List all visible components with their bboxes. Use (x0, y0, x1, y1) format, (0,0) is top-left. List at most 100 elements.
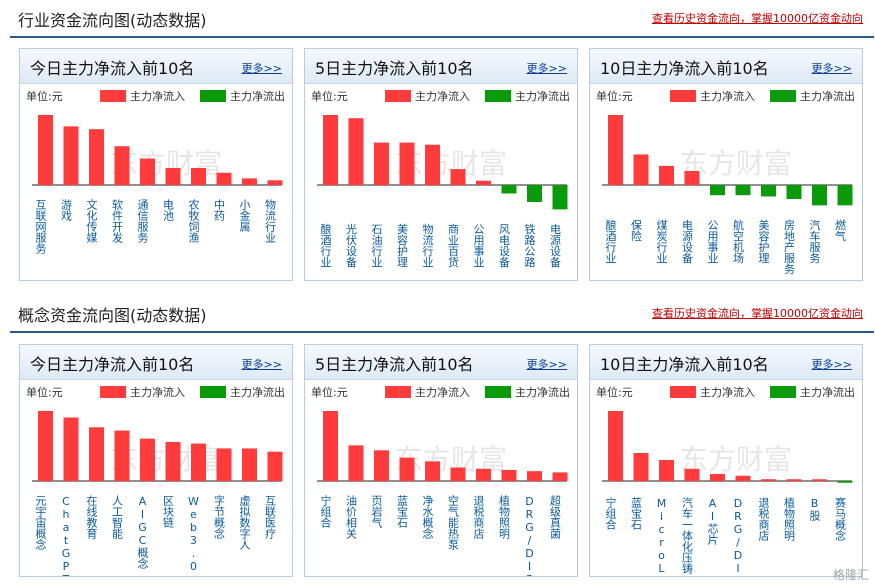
bar[interactable] (633, 453, 649, 481)
bar[interactable] (633, 154, 649, 185)
category-label[interactable]: 酿酒行业 (604, 218, 617, 263)
bar[interactable] (684, 468, 700, 481)
category-label[interactable]: 游戏 (60, 199, 73, 222)
category-label[interactable]: 超级真菌 (549, 494, 562, 540)
category-label[interactable]: Web3.0 (187, 495, 200, 573)
bar[interactable] (659, 165, 674, 185)
category-label[interactable]: 页岩气 (370, 495, 383, 528)
more-link[interactable]: 更多>> (241, 62, 282, 75)
bar[interactable] (527, 185, 542, 202)
bar[interactable] (812, 479, 827, 481)
bar[interactable] (837, 185, 853, 206)
bar[interactable] (608, 411, 623, 481)
category-label[interactable]: 汽车一体化压铸 (681, 495, 694, 573)
category-label[interactable]: 公用事业 (472, 223, 485, 267)
category-label[interactable]: 电源设备 (681, 219, 694, 264)
category-label[interactable]: 字节概念 (213, 494, 226, 539)
bar[interactable] (38, 411, 53, 481)
more-link[interactable]: 更多>> (526, 62, 567, 75)
category-label[interactable]: 元宇宙概念 (34, 495, 47, 550)
bar[interactable] (323, 411, 338, 481)
category-label[interactable]: 商业百货 (447, 222, 460, 268)
category-label[interactable]: 虚拟数字人 (238, 495, 251, 550)
bar[interactable] (63, 126, 79, 185)
category-label[interactable]: 在线教育 (85, 495, 98, 540)
bar[interactable] (89, 129, 104, 185)
category-label[interactable]: 区块链 (162, 495, 175, 528)
category-label[interactable]: 农牧饲渔 (187, 198, 200, 244)
history-link-concept[interactable]: 查看历史资金流向，掌握10000亿资金动向 (652, 307, 863, 320)
category-label[interactable]: 燃气 (834, 218, 847, 241)
category-label[interactable]: 植物照明 (498, 494, 511, 540)
category-label[interactable]: 通信服务 (136, 199, 149, 243)
bar[interactable] (267, 180, 283, 185)
bar[interactable] (267, 451, 283, 481)
more-link[interactable]: 更多>> (241, 358, 282, 371)
category-label[interactable]: 物流行业 (421, 222, 434, 267)
category-label[interactable]: 软件开发 (111, 198, 124, 244)
bar[interactable] (399, 142, 415, 185)
bar[interactable] (165, 441, 181, 481)
category-label[interactable]: 空气能热泵 (447, 494, 460, 550)
category-label[interactable]: 煤炭行业 (655, 219, 668, 263)
bar[interactable] (735, 185, 751, 196)
category-label[interactable]: 公用事业 (706, 219, 719, 263)
category-label[interactable]: 赛马概念 (834, 495, 847, 540)
category-label[interactable]: 风电设备 (498, 223, 511, 268)
category-label[interactable]: 互联网服务 (34, 199, 47, 254)
category-label[interactable]: MicroLED (655, 497, 668, 577)
bar[interactable] (527, 471, 542, 481)
more-link[interactable]: 更多>> (811, 358, 852, 371)
bar[interactable] (812, 185, 827, 206)
category-label[interactable]: 互联医疗 (264, 495, 277, 540)
bar[interactable] (710, 474, 725, 481)
category-label[interactable]: ChatGPT概念 (60, 495, 73, 577)
category-label[interactable]: 航空机场 (732, 218, 745, 264)
category-label[interactable]: AIGC概念 (136, 495, 149, 569)
more-link[interactable]: 更多>> (526, 358, 567, 371)
bar[interactable] (165, 167, 181, 185)
category-label[interactable]: 小金属 (238, 199, 251, 233)
bar[interactable] (786, 185, 802, 199)
category-label[interactable]: 铁路公路 (523, 223, 536, 268)
bar[interactable] (242, 178, 257, 185)
bar[interactable] (684, 171, 700, 185)
category-label[interactable]: DRG/DIP (732, 497, 745, 577)
category-label[interactable]: 退税商店 (472, 495, 485, 539)
category-label[interactable]: DRG/DIP (523, 495, 536, 577)
category-label[interactable]: 文化传媒 (85, 198, 98, 244)
bar[interactable] (735, 475, 751, 481)
bar[interactable] (425, 144, 440, 185)
bar[interactable] (191, 443, 206, 481)
bar[interactable] (450, 169, 466, 185)
bar[interactable] (501, 469, 517, 481)
category-label[interactable]: 酿酒行业 (319, 222, 332, 267)
category-label[interactable]: B股 (808, 497, 821, 522)
bar[interactable] (348, 445, 364, 481)
category-label[interactable]: 美容护理 (396, 223, 409, 267)
category-label[interactable]: 物流行业 (264, 198, 277, 243)
category-label[interactable]: 汽车服务 (808, 218, 821, 263)
bar[interactable] (242, 448, 257, 481)
bar[interactable] (114, 146, 130, 185)
bar[interactable] (450, 467, 466, 481)
bar[interactable] (38, 115, 53, 185)
bar[interactable] (216, 172, 232, 185)
bar[interactable] (761, 185, 776, 197)
bar[interactable] (837, 481, 853, 483)
bar[interactable] (761, 479, 776, 481)
bar[interactable] (710, 185, 725, 196)
category-label[interactable]: 电源设备 (549, 223, 562, 268)
category-label[interactable]: 电池 (162, 199, 175, 221)
category-label[interactable]: 光伏设备 (345, 222, 358, 268)
bar[interactable] (786, 479, 802, 481)
category-label[interactable]: 退税商店 (757, 496, 770, 540)
bar[interactable] (374, 450, 389, 481)
bar[interactable] (501, 185, 517, 194)
category-label[interactable]: 净水概念 (421, 494, 434, 539)
category-label[interactable]: 宁组合 (319, 494, 332, 528)
bar[interactable] (191, 167, 206, 185)
category-label[interactable]: 保险 (630, 218, 643, 242)
category-label[interactable]: 油价相关 (345, 494, 358, 540)
bar[interactable] (89, 427, 104, 481)
